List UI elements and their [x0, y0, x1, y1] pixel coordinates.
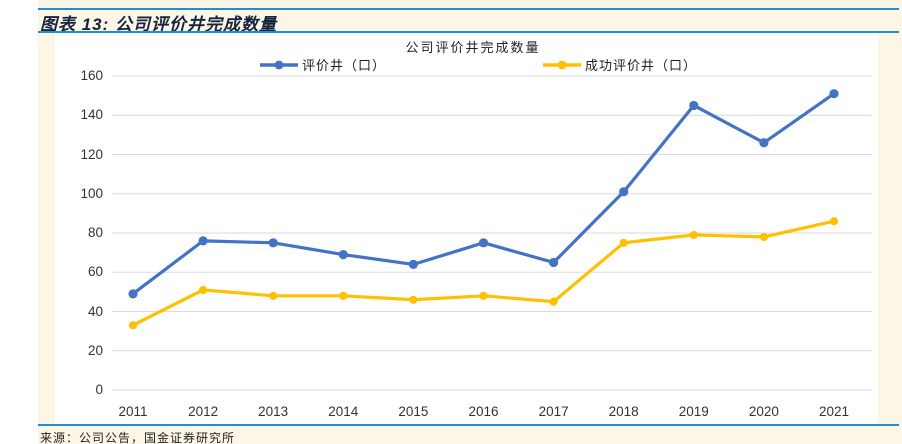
data-point — [689, 230, 698, 240]
x-axis-tick-label: 2017 — [538, 404, 569, 419]
data-point — [619, 187, 629, 197]
data-point — [829, 89, 839, 99]
x-axis-tick-label: 2019 — [678, 404, 709, 419]
x-axis-tick-label: 2014 — [328, 404, 359, 419]
y-axis-tick-label: 80 — [87, 225, 103, 240]
legend-item-successful-evaluation-wells: 成功评价井（口） — [541, 55, 697, 74]
data-point — [268, 238, 278, 248]
legend-marker-line-dot-icon — [260, 60, 298, 69]
legend-item-evaluation-wells: 评价井（口） — [258, 55, 386, 74]
y-axis-tick-label: 120 — [80, 146, 103, 162]
series-line-1 — [131, 219, 836, 327]
y-axis-tick-label: 20 — [87, 342, 103, 358]
y-axis-tick-label: 60 — [87, 264, 103, 280]
data-point — [338, 249, 348, 260]
data-point — [409, 295, 418, 304]
data-point — [759, 232, 769, 242]
header-underline-rule — [38, 31, 899, 33]
data-point — [689, 100, 699, 111]
data-point — [269, 291, 278, 300]
y-axis-tick-label: 140 — [80, 107, 103, 123]
y-axis-tick-label: 40 — [87, 303, 103, 319]
x-axis-tick-label: 2016 — [468, 404, 499, 419]
data-point — [128, 289, 138, 299]
chart-panel — [55, 33, 878, 425]
y-axis-tick-label: 100 — [80, 185, 103, 201]
legend-item-label: 成功评价井（口） — [585, 58, 698, 73]
data-point — [549, 297, 558, 306]
legend-marker-line-dot-icon — [543, 60, 581, 69]
data-point — [128, 321, 138, 330]
data-point — [549, 257, 559, 268]
x-axis-tick-label: 2012 — [188, 404, 219, 419]
chart-title: 公司评价井完成数量 — [405, 40, 541, 55]
x-axis-tick-label: 2018 — [608, 404, 639, 419]
x-axis-tick-label: 2011 — [118, 404, 148, 419]
data-point — [759, 138, 769, 148]
y-axis-tick-label: 160 — [80, 68, 103, 83]
x-axis-tick-label: 2020 — [748, 404, 779, 419]
x-axis-tick-label: 2015 — [398, 404, 429, 419]
data-point — [619, 238, 628, 247]
footer-top-rule — [38, 424, 899, 426]
data-point — [479, 291, 488, 300]
data-point — [198, 236, 208, 246]
data-point — [199, 285, 208, 295]
legend-item-label: 评价井（口） — [302, 58, 387, 73]
x-axis-tick-label: 2013 — [258, 404, 289, 419]
data-point — [339, 291, 348, 300]
data-point — [829, 217, 839, 226]
figure-label: 图表 13: 公司评价井完成数量 — [40, 15, 278, 34]
x-axis-tick-label: 2021 — [818, 404, 850, 419]
data-point — [478, 238, 489, 248]
y-axis-tick-label: 0 — [95, 382, 103, 397]
data-point — [408, 259, 418, 269]
source-note: 来源：公司公告，国金证券研究所 — [40, 431, 236, 444]
header-top-rule — [38, 8, 899, 10]
